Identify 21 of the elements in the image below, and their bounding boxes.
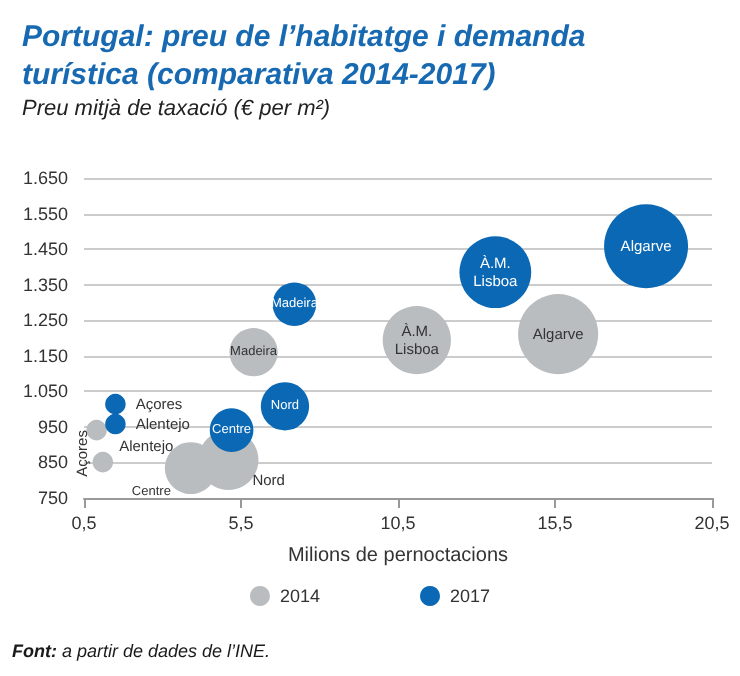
text: Font: a partir de dades de l’INE. (12, 641, 271, 661)
y-tick-label: 1.050 (22, 381, 68, 402)
y-tick-label: 1.450 (22, 239, 68, 260)
chart-title: Portugal: preu de l’habitatge i demanda turística (comparativa 2014-2017) (22, 20, 594, 92)
x-tick-label: 10,5 (380, 513, 416, 533)
legend-label: 2017 (450, 586, 491, 606)
x-tick-label: 20,5 (694, 513, 730, 533)
x-tick-label: 5,5 (228, 513, 254, 533)
y-tick-label: 850 (37, 452, 68, 473)
y-tick-label: 1.550 (22, 203, 68, 224)
chart-subtitle: Preu mitjà de taxació (€ per m²) (22, 97, 331, 121)
x-tick-label: 0,5 (71, 513, 97, 533)
y-tick-label: 1.250 (22, 310, 68, 331)
y-tick-label: 1.350 (22, 274, 68, 295)
x-axis-title: Milions de pernoctacions (287, 545, 509, 567)
y-tick-label: 750 (37, 488, 68, 508)
x-tick-label: 15,5 (537, 513, 573, 533)
legend-label: 2014 (279, 586, 321, 606)
y-tick-label: 950 (37, 416, 68, 437)
y-tick-label: 1.650 (22, 168, 68, 188)
y-tick-label: 1.150 (22, 345, 68, 366)
